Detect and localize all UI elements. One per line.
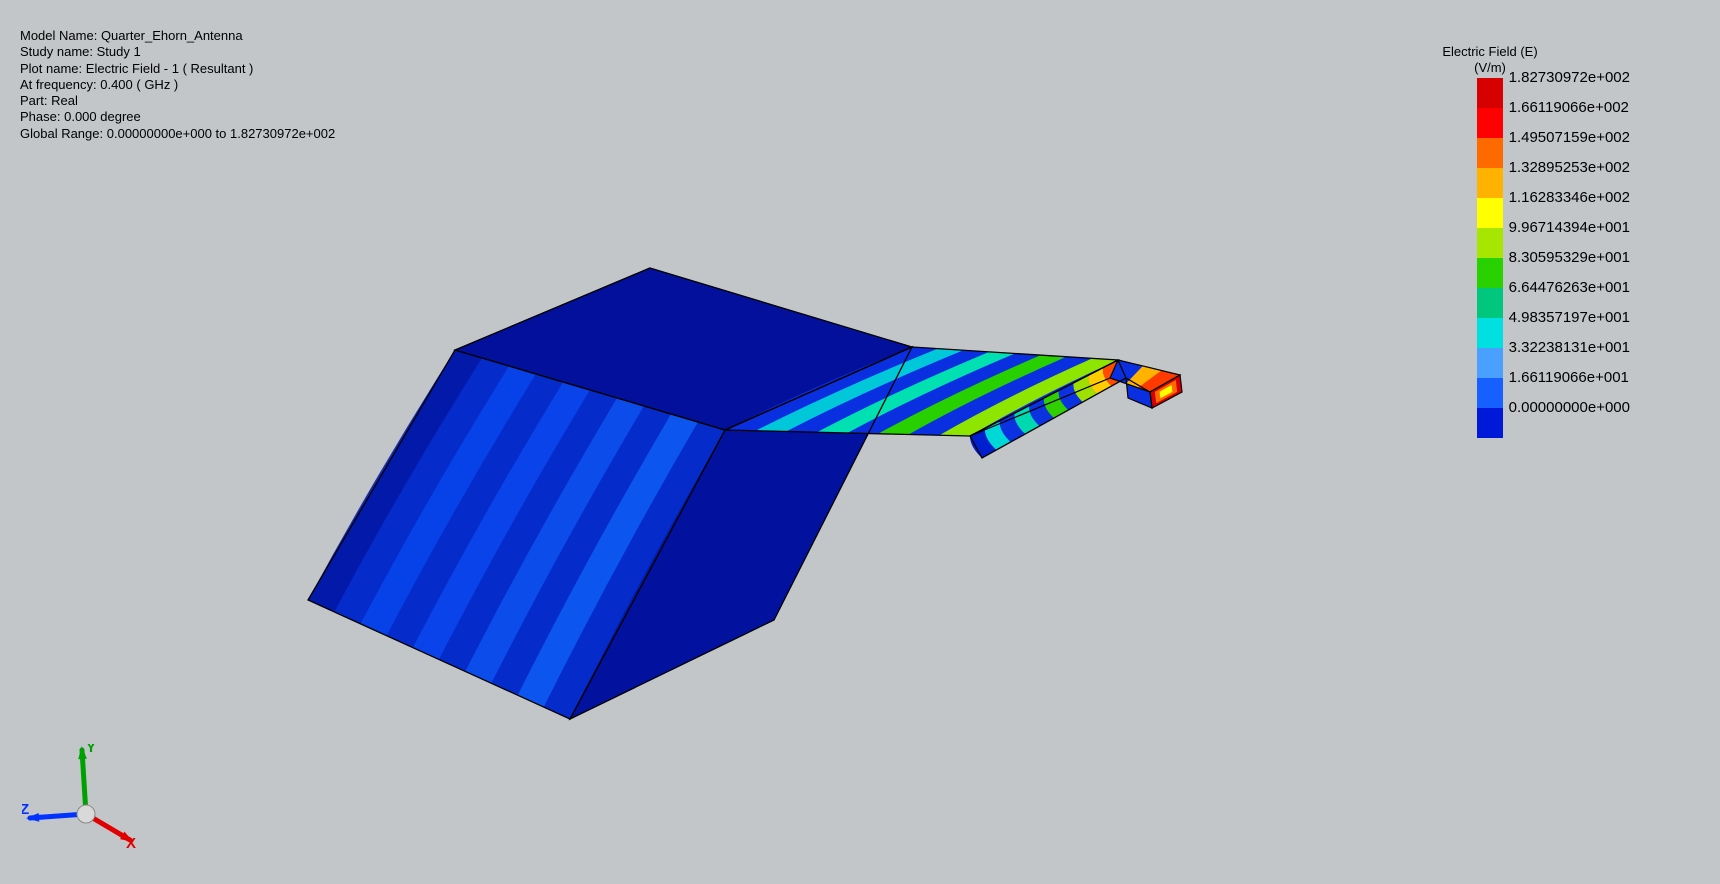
legend-value: 1.32895253e+002 <box>1509 153 1630 183</box>
legend-segment <box>1477 108 1503 138</box>
legend-body: 1.82730972e+0021.66119066e+0021.49507159… <box>1350 78 1630 438</box>
legend-value: 6.64476263e+001 <box>1509 273 1630 303</box>
legend-segment <box>1477 138 1503 168</box>
legend-values: 1.82730972e+0021.66119066e+0021.49507159… <box>1509 63 1630 423</box>
info-global-range: Global Range: 0.00000000e+000 to 1.82730… <box>20 126 335 142</box>
legend-value: 1.66119066e+001 <box>1509 363 1630 393</box>
orientation-triad[interactable]: X Y Z <box>22 744 142 864</box>
info-study-name: Study name: Study 1 <box>20 44 335 60</box>
legend-value: 1.82730972e+002 <box>1509 63 1630 93</box>
info-plot-name: Plot name: Electric Field - 1 ( Resultan… <box>20 61 335 77</box>
svg-text:Z: Z <box>22 801 29 818</box>
legend-value: 1.66119066e+002 <box>1509 93 1630 123</box>
svg-text:X: X <box>126 835 136 852</box>
legend-segment <box>1477 78 1503 108</box>
info-part: Part: Real <box>20 93 335 109</box>
legend-value: 4.98357197e+001 <box>1509 303 1630 333</box>
simulation-viewport[interactable]: Model Name: Quarter_Ehorn_Antenna Study … <box>0 0 1720 884</box>
legend-value: 8.30595329e+001 <box>1509 243 1630 273</box>
legend-segment <box>1477 408 1503 438</box>
legend-value: 9.96714394e+001 <box>1509 213 1630 243</box>
legend-segment <box>1477 258 1503 288</box>
legend-segment <box>1477 198 1503 228</box>
legend-value: 3.32238131e+001 <box>1509 333 1630 363</box>
legend-segment <box>1477 168 1503 198</box>
legend-segment <box>1477 228 1503 258</box>
legend-segment <box>1477 288 1503 318</box>
legend-value: 1.16283346e+002 <box>1509 183 1630 213</box>
legend-segment <box>1477 378 1503 408</box>
legend-segment <box>1477 318 1503 348</box>
info-frequency: At frequency: 0.400 ( GHz ) <box>20 77 335 93</box>
legend-segment <box>1477 348 1503 378</box>
plot-info-block: Model Name: Quarter_Ehorn_Antenna Study … <box>20 28 335 142</box>
legend-value: 1.49507159e+002 <box>1509 123 1630 153</box>
color-legend[interactable]: Electric Field (E) (V/m) 1.82730972e+002… <box>1350 44 1630 438</box>
svg-text:Y: Y <box>86 744 96 756</box>
info-model-name: Model Name: Quarter_Ehorn_Antenna <box>20 28 335 44</box>
legend-value: 0.00000000e+000 <box>1509 393 1630 423</box>
info-phase: Phase: 0.000 degree <box>20 109 335 125</box>
legend-color-bar <box>1477 78 1503 438</box>
